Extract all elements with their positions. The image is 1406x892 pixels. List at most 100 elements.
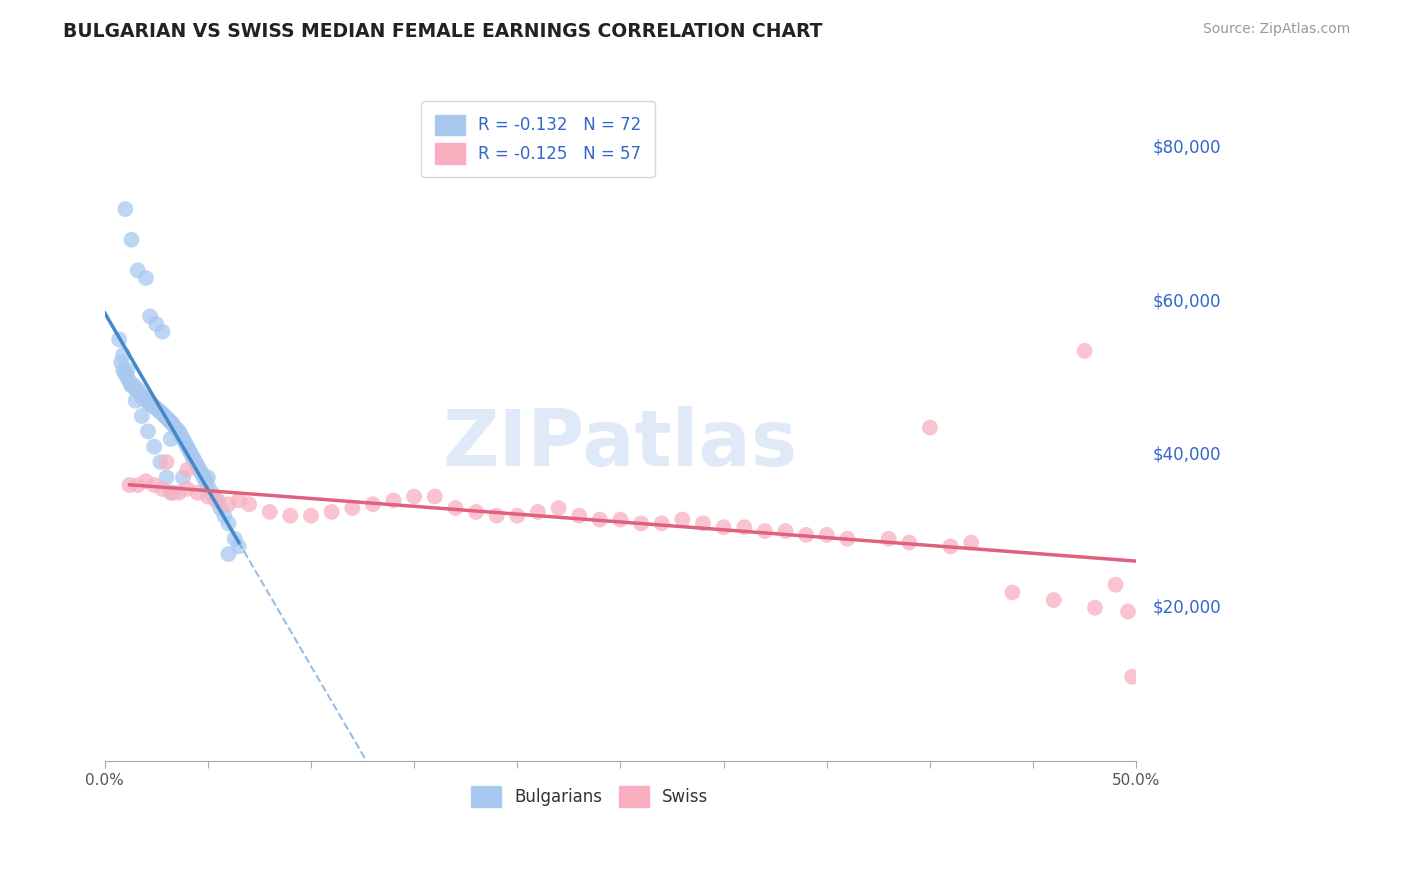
Point xyxy=(837,532,859,546)
Point xyxy=(128,386,150,401)
Point xyxy=(217,547,239,561)
Point xyxy=(149,405,172,419)
Point xyxy=(898,535,921,549)
Point xyxy=(143,440,166,454)
Point xyxy=(121,378,143,392)
Point xyxy=(117,363,139,377)
Point xyxy=(145,317,167,331)
Point xyxy=(180,447,202,461)
Point xyxy=(1116,605,1139,619)
Point xyxy=(155,455,177,469)
Point xyxy=(671,512,693,526)
Point xyxy=(135,393,157,408)
Point xyxy=(651,516,673,531)
Point xyxy=(145,401,167,416)
Point xyxy=(186,485,208,500)
Point xyxy=(485,508,508,523)
Point xyxy=(166,423,188,437)
Point xyxy=(152,407,174,421)
Text: $20,000: $20,000 xyxy=(1153,599,1222,616)
Point xyxy=(877,532,900,546)
Text: $80,000: $80,000 xyxy=(1153,138,1222,157)
Point xyxy=(815,528,838,542)
Point xyxy=(547,501,569,516)
Point xyxy=(179,443,201,458)
Point xyxy=(183,451,205,466)
Point xyxy=(159,432,181,446)
Point xyxy=(124,382,146,396)
Point xyxy=(152,482,174,496)
Point xyxy=(193,470,215,484)
Point xyxy=(609,512,631,526)
Point xyxy=(114,367,136,381)
Point xyxy=(110,355,132,369)
Point xyxy=(152,325,174,339)
Point xyxy=(1001,585,1024,599)
Point xyxy=(127,382,149,396)
Point xyxy=(190,467,212,481)
Point xyxy=(228,493,250,508)
Point xyxy=(217,516,239,531)
Point xyxy=(527,505,550,519)
Point xyxy=(118,478,141,492)
Point xyxy=(733,520,755,534)
Point xyxy=(1104,578,1126,592)
Text: BULGARIAN VS SWISS MEDIAN FEMALE EARNINGS CORRELATION CHART: BULGARIAN VS SWISS MEDIAN FEMALE EARNING… xyxy=(63,22,823,41)
Point xyxy=(207,493,229,508)
Point xyxy=(188,463,211,477)
Point xyxy=(172,432,194,446)
Point xyxy=(131,409,153,423)
Point xyxy=(112,348,135,362)
Point xyxy=(167,425,190,439)
Point xyxy=(775,524,797,538)
Point xyxy=(122,378,145,392)
Point xyxy=(139,310,162,324)
Legend: Bulgarians, Swiss: Bulgarians, Swiss xyxy=(464,780,716,814)
Point xyxy=(201,485,224,500)
Point xyxy=(176,440,198,454)
Point xyxy=(118,375,141,389)
Point xyxy=(404,490,426,504)
Point xyxy=(589,512,612,526)
Point xyxy=(162,485,184,500)
Point xyxy=(155,410,177,425)
Point xyxy=(108,332,131,346)
Point xyxy=(224,532,246,546)
Point xyxy=(172,470,194,484)
Point xyxy=(132,390,155,404)
Point xyxy=(321,505,343,519)
Point xyxy=(149,455,172,469)
Text: ZIPatlas: ZIPatlas xyxy=(443,406,799,482)
Point xyxy=(1042,593,1064,607)
Point xyxy=(184,455,207,469)
Point xyxy=(197,478,219,492)
Point xyxy=(112,363,135,377)
Point xyxy=(214,508,236,523)
Point xyxy=(280,508,302,523)
Point xyxy=(918,420,941,434)
Point xyxy=(228,540,250,554)
Point xyxy=(157,413,180,427)
Point xyxy=(194,474,217,488)
Point xyxy=(170,428,193,442)
Point xyxy=(1084,600,1107,615)
Point xyxy=(197,490,219,504)
Text: Source: ZipAtlas.com: Source: ZipAtlas.com xyxy=(1202,22,1350,37)
Point xyxy=(186,458,208,473)
Point xyxy=(176,482,198,496)
Point xyxy=(139,398,162,412)
Point xyxy=(136,425,159,439)
Point xyxy=(153,409,176,423)
Point xyxy=(174,436,197,450)
Text: $40,000: $40,000 xyxy=(1153,445,1222,463)
Point xyxy=(361,497,384,511)
Point xyxy=(197,470,219,484)
Point xyxy=(217,497,239,511)
Point xyxy=(205,493,228,508)
Point xyxy=(444,501,467,516)
Point xyxy=(114,202,136,216)
Point xyxy=(131,390,153,404)
Point xyxy=(713,520,735,534)
Point xyxy=(121,378,143,392)
Point xyxy=(1073,343,1095,358)
